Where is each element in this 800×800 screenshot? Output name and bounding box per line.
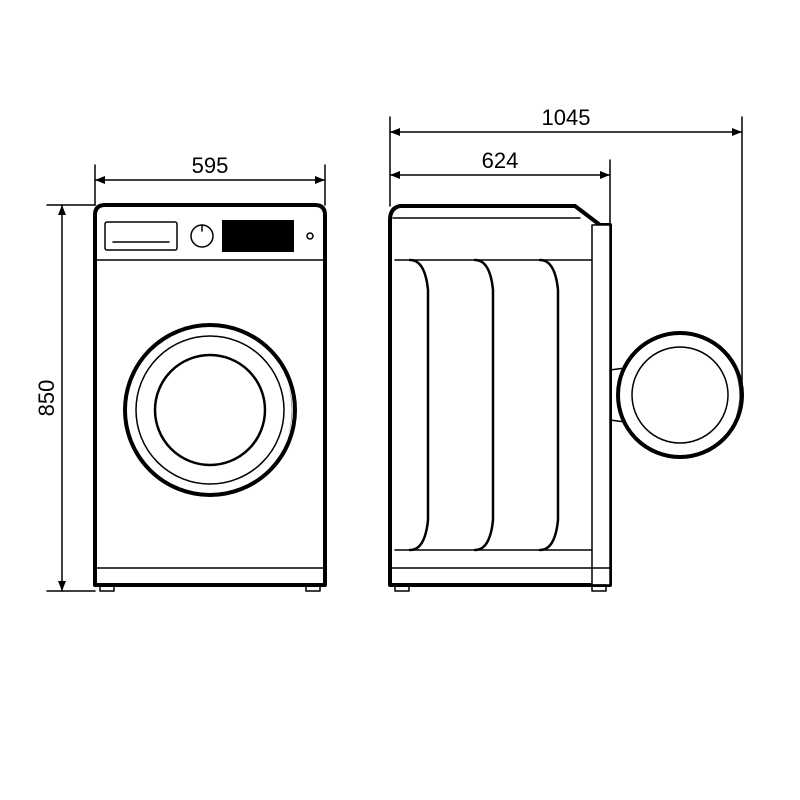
- side-front-face: [592, 225, 610, 585]
- dimension-drawing: 595 850 624 1045: [0, 0, 800, 800]
- dim-width: 595: [95, 153, 325, 205]
- front-door-glass: [155, 355, 265, 465]
- dim-depth-label: 624: [482, 148, 519, 173]
- dim-width-label: 595: [192, 153, 229, 178]
- display-panel: [222, 220, 294, 252]
- dim-height-label: 850: [34, 380, 59, 417]
- side-door-open: [610, 333, 742, 457]
- side-view: [390, 206, 742, 591]
- side-body-outline: [390, 206, 610, 585]
- dim-height: 850: [34, 205, 95, 591]
- dim-depth-door-label: 1045: [542, 105, 591, 130]
- detergent-tray: [105, 222, 177, 250]
- front-view: [95, 205, 325, 591]
